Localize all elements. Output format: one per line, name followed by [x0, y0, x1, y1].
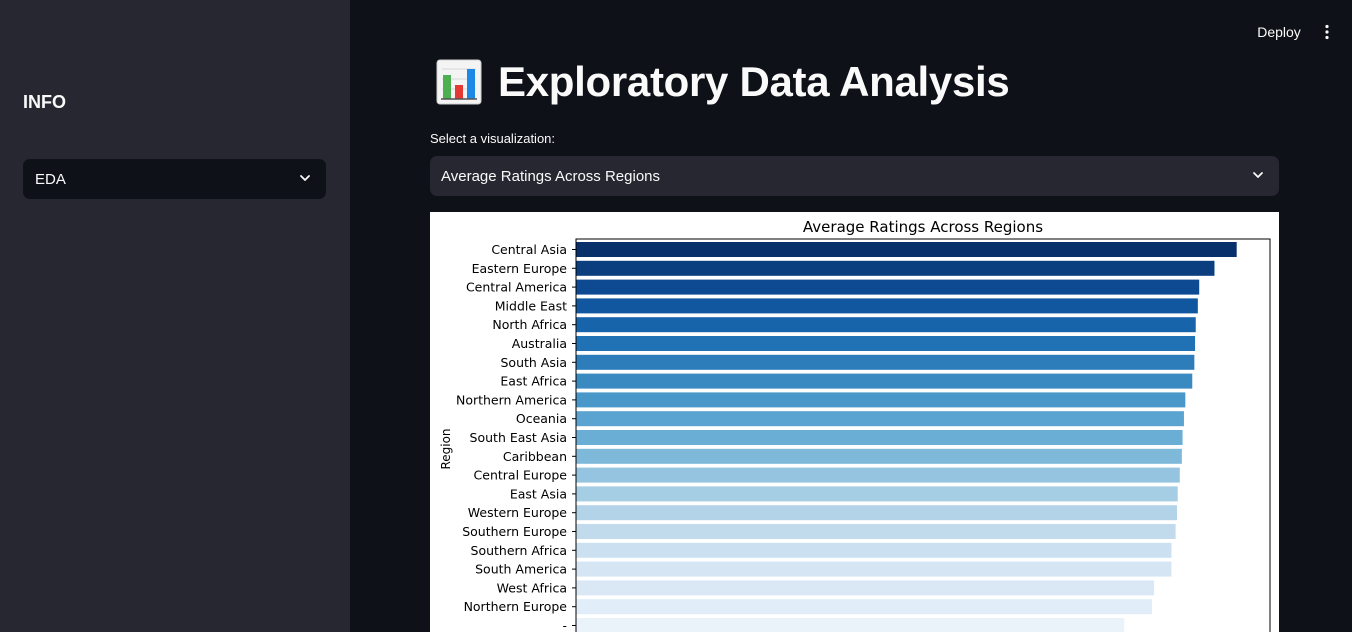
- visualization-select-label: Select a visualization:: [430, 131, 556, 146]
- chart-title: Average Ratings Across Regions: [803, 218, 1043, 236]
- y-tick-label: Central America: [466, 280, 567, 295]
- y-tick-label: North Africa: [492, 317, 567, 332]
- sidebar-title: INFO: [23, 92, 66, 112]
- y-tick-label: East Asia: [510, 486, 567, 501]
- y-tick-label: Southern Europe: [462, 524, 567, 539]
- bar: [576, 430, 1183, 445]
- bar: [576, 599, 1153, 615]
- bar-chart-emoji-icon: [436, 59, 482, 105]
- bar: [576, 392, 1186, 408]
- y-tick-label: Eastern Europe: [472, 261, 568, 276]
- sidebar-page-select[interactable]: EDA: [23, 159, 326, 199]
- y-tick-label: South East Asia: [470, 430, 567, 445]
- y-tick-label: Northern America: [456, 392, 567, 407]
- bar: [576, 542, 1172, 558]
- bar: [576, 618, 1125, 632]
- chevron-down-icon: [1251, 168, 1265, 186]
- y-tick-label: Southern Africa: [471, 543, 567, 558]
- bar: [576, 354, 1195, 370]
- y-tick-label: Central Asia: [491, 242, 567, 257]
- bar: [576, 448, 1182, 464]
- visualization-select-value: Average Ratings Across Regions: [441, 167, 661, 185]
- bar: [576, 505, 1178, 521]
- y-tick-label: Middle East: [495, 298, 567, 313]
- bar: [576, 561, 1172, 577]
- bar: [576, 317, 1196, 333]
- page-header: Exploratory Data Analysis: [436, 58, 1010, 106]
- bar: [576, 373, 1193, 389]
- sidebar: INFO EDA: [0, 0, 350, 632]
- y-tick-label: Western Europe: [468, 505, 568, 520]
- chart-container: Average Ratings Across Regions Region Ce…: [430, 212, 1279, 632]
- bar-chart: Average Ratings Across Regions Region Ce…: [439, 218, 1271, 632]
- kebab-vertical-icon[interactable]: [1318, 20, 1336, 44]
- y-tick-label: Oceania: [516, 411, 567, 426]
- y-axis-label: Region: [439, 428, 453, 469]
- bar: [576, 486, 1178, 502]
- bar: [576, 242, 1237, 257]
- page-title: Exploratory Data Analysis: [498, 58, 1010, 105]
- sidebar-select-value: EDA: [35, 170, 66, 188]
- bar: [576, 260, 1215, 276]
- bar: [576, 336, 1196, 351]
- y-tick-label: South Asia: [501, 355, 568, 370]
- bar: [576, 467, 1180, 483]
- bar: [576, 580, 1155, 596]
- y-tick-label: Central Europe: [474, 468, 568, 483]
- y-tick-label: -: [562, 618, 567, 632]
- y-tick-label: South America: [475, 562, 567, 577]
- deploy-button[interactable]: Deploy: [1257, 24, 1301, 40]
- bar: [576, 279, 1200, 295]
- bar: [576, 411, 1184, 427]
- visualization-select[interactable]: Average Ratings Across Regions: [430, 156, 1279, 196]
- y-tick-label: East Africa: [500, 374, 567, 389]
- bar: [576, 524, 1176, 539]
- y-tick-label: Caribbean: [503, 449, 567, 464]
- y-tick-label: West Africa: [497, 580, 567, 595]
- axes-frame: [575, 238, 1271, 632]
- bar: [576, 298, 1198, 314]
- y-tick-label: Northern Europe: [464, 599, 568, 614]
- y-tick-label: Australia: [512, 336, 567, 351]
- chevron-down-icon: [298, 171, 312, 189]
